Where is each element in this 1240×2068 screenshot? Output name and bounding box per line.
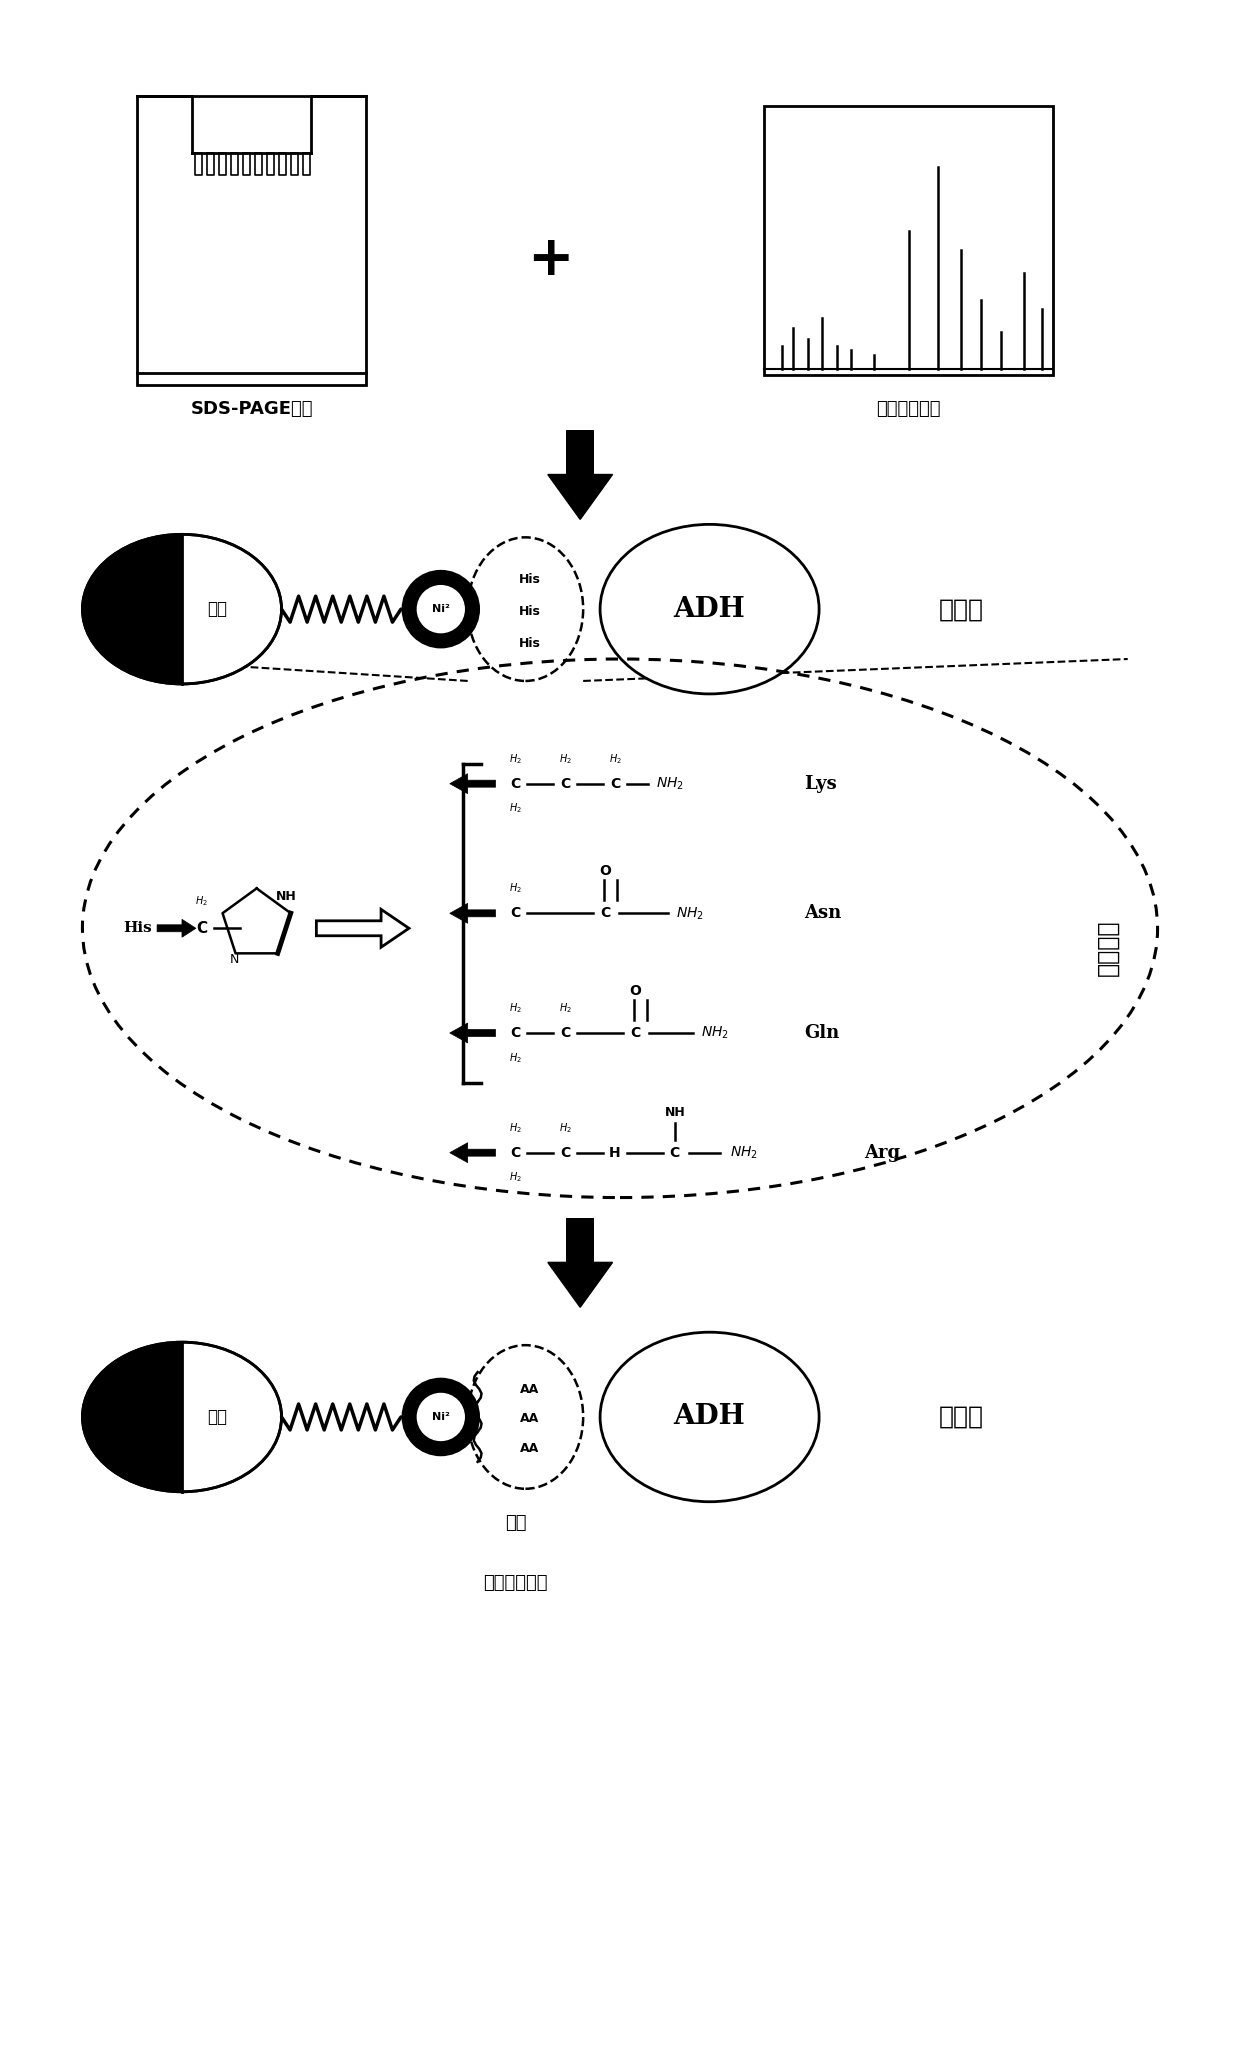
Bar xyxy=(567,1218,594,1261)
Text: $NH_2$: $NH_2$ xyxy=(730,1144,759,1160)
Text: $NH_2$: $NH_2$ xyxy=(676,906,704,922)
Circle shape xyxy=(418,1394,464,1441)
Text: $H_2$: $H_2$ xyxy=(559,1121,572,1135)
Ellipse shape xyxy=(600,1332,820,1501)
Ellipse shape xyxy=(82,534,281,685)
Text: $H_2$: $H_2$ xyxy=(510,1170,522,1185)
Text: H: H xyxy=(609,1146,621,1160)
Text: $NH_2$: $NH_2$ xyxy=(656,776,683,792)
Polygon shape xyxy=(548,474,613,519)
Text: $H_2$: $H_2$ xyxy=(510,753,522,765)
Text: Arg: Arg xyxy=(864,1144,900,1162)
Text: Gln: Gln xyxy=(805,1024,839,1042)
Text: C: C xyxy=(560,1146,570,1160)
Bar xyxy=(764,105,1053,374)
Text: $H_2$: $H_2$ xyxy=(559,1001,572,1015)
Ellipse shape xyxy=(600,525,820,695)
Text: C: C xyxy=(670,1146,680,1160)
Circle shape xyxy=(403,1379,479,1456)
Ellipse shape xyxy=(82,1342,281,1491)
Text: 断裂: 断裂 xyxy=(505,1514,526,1532)
Text: His: His xyxy=(518,604,541,618)
Polygon shape xyxy=(82,534,182,685)
Text: $NH_2$: $NH_2$ xyxy=(701,1026,729,1040)
Text: 野生型: 野生型 xyxy=(939,598,983,620)
Text: C: C xyxy=(600,906,610,920)
Text: $H_2$: $H_2$ xyxy=(510,1001,522,1015)
Text: His: His xyxy=(518,573,541,585)
Text: $H_2$: $H_2$ xyxy=(196,895,208,908)
Text: C: C xyxy=(630,1026,640,1040)
Text: $H_2$: $H_2$ xyxy=(510,1051,522,1065)
Text: +: + xyxy=(527,234,574,287)
Text: O: O xyxy=(629,984,641,999)
Text: C: C xyxy=(511,1026,521,1040)
Text: O: O xyxy=(599,864,611,879)
Text: Lys: Lys xyxy=(805,776,837,792)
Text: 定点突变: 定点突变 xyxy=(1096,920,1120,976)
Text: 突变株: 突变株 xyxy=(939,1404,983,1429)
Text: $H_2$: $H_2$ xyxy=(609,753,621,765)
Bar xyxy=(138,95,366,385)
Text: Asn: Asn xyxy=(805,904,842,922)
Text: $H_2$: $H_2$ xyxy=(559,753,572,765)
Text: C: C xyxy=(560,778,570,790)
Text: C: C xyxy=(610,778,620,790)
Text: C: C xyxy=(511,906,521,920)
Text: $H_2$: $H_2$ xyxy=(510,1121,522,1135)
Text: SDS-PAGE检测: SDS-PAGE检测 xyxy=(191,399,312,418)
Bar xyxy=(567,430,594,474)
Circle shape xyxy=(403,571,479,647)
Text: $H_2$: $H_2$ xyxy=(510,802,522,815)
Ellipse shape xyxy=(467,538,583,680)
FancyArrow shape xyxy=(157,920,196,937)
Text: AA: AA xyxy=(520,1441,539,1456)
Text: AA: AA xyxy=(520,1383,539,1396)
Text: 固相: 固相 xyxy=(207,1408,227,1427)
Text: N: N xyxy=(231,953,239,966)
Polygon shape xyxy=(548,1261,613,1307)
Text: Ni²: Ni² xyxy=(432,1412,450,1423)
Text: 突变后氨基酸: 突变后氨基酸 xyxy=(484,1574,548,1592)
FancyArrow shape xyxy=(450,1144,496,1162)
Ellipse shape xyxy=(82,660,1158,1197)
Text: Ni²: Ni² xyxy=(432,604,450,614)
Text: NH: NH xyxy=(665,1106,686,1119)
Text: ADH: ADH xyxy=(673,596,745,622)
Circle shape xyxy=(418,585,464,633)
Text: $H_2$: $H_2$ xyxy=(510,881,522,895)
FancyArrow shape xyxy=(450,773,496,794)
FancyArrow shape xyxy=(450,904,496,922)
Text: NH: NH xyxy=(277,889,296,904)
Ellipse shape xyxy=(467,1344,583,1489)
FancyArrow shape xyxy=(450,1024,496,1042)
Text: His: His xyxy=(518,637,541,649)
Text: AA: AA xyxy=(520,1412,539,1425)
Text: C: C xyxy=(511,1146,521,1160)
Text: C: C xyxy=(560,1026,570,1040)
Text: His: His xyxy=(123,920,153,935)
Text: C: C xyxy=(196,920,207,937)
Text: ADH: ADH xyxy=(673,1404,745,1431)
Text: 质谱分析鉴定: 质谱分析鉴定 xyxy=(877,399,941,418)
Text: 固相: 固相 xyxy=(207,600,227,618)
FancyArrow shape xyxy=(316,910,409,947)
Text: C: C xyxy=(511,778,521,790)
Polygon shape xyxy=(82,1342,182,1491)
